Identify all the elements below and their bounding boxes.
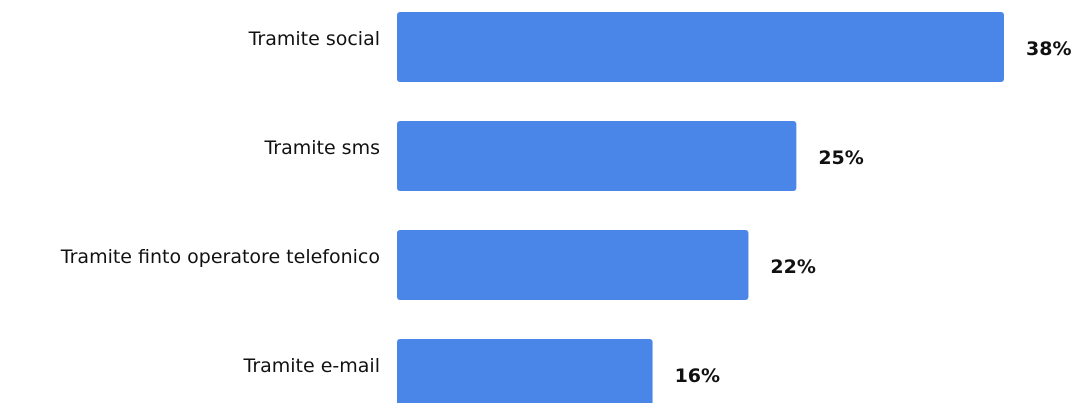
bar-2 xyxy=(397,121,797,191)
category-label: Tramite finto operatore telefonico xyxy=(60,246,380,268)
bar-4 xyxy=(397,339,653,403)
category-label: Tramite e-mail xyxy=(243,355,381,377)
category-label: Tramite sms xyxy=(263,137,380,159)
category-label: Tramite social xyxy=(248,28,380,50)
value-label: 38% xyxy=(1026,38,1071,60)
value-label: 22% xyxy=(770,256,815,278)
value-label: 16% xyxy=(675,365,720,387)
bar-3 xyxy=(397,230,749,300)
bar-1 xyxy=(397,12,1004,82)
value-label: 25% xyxy=(818,147,863,169)
